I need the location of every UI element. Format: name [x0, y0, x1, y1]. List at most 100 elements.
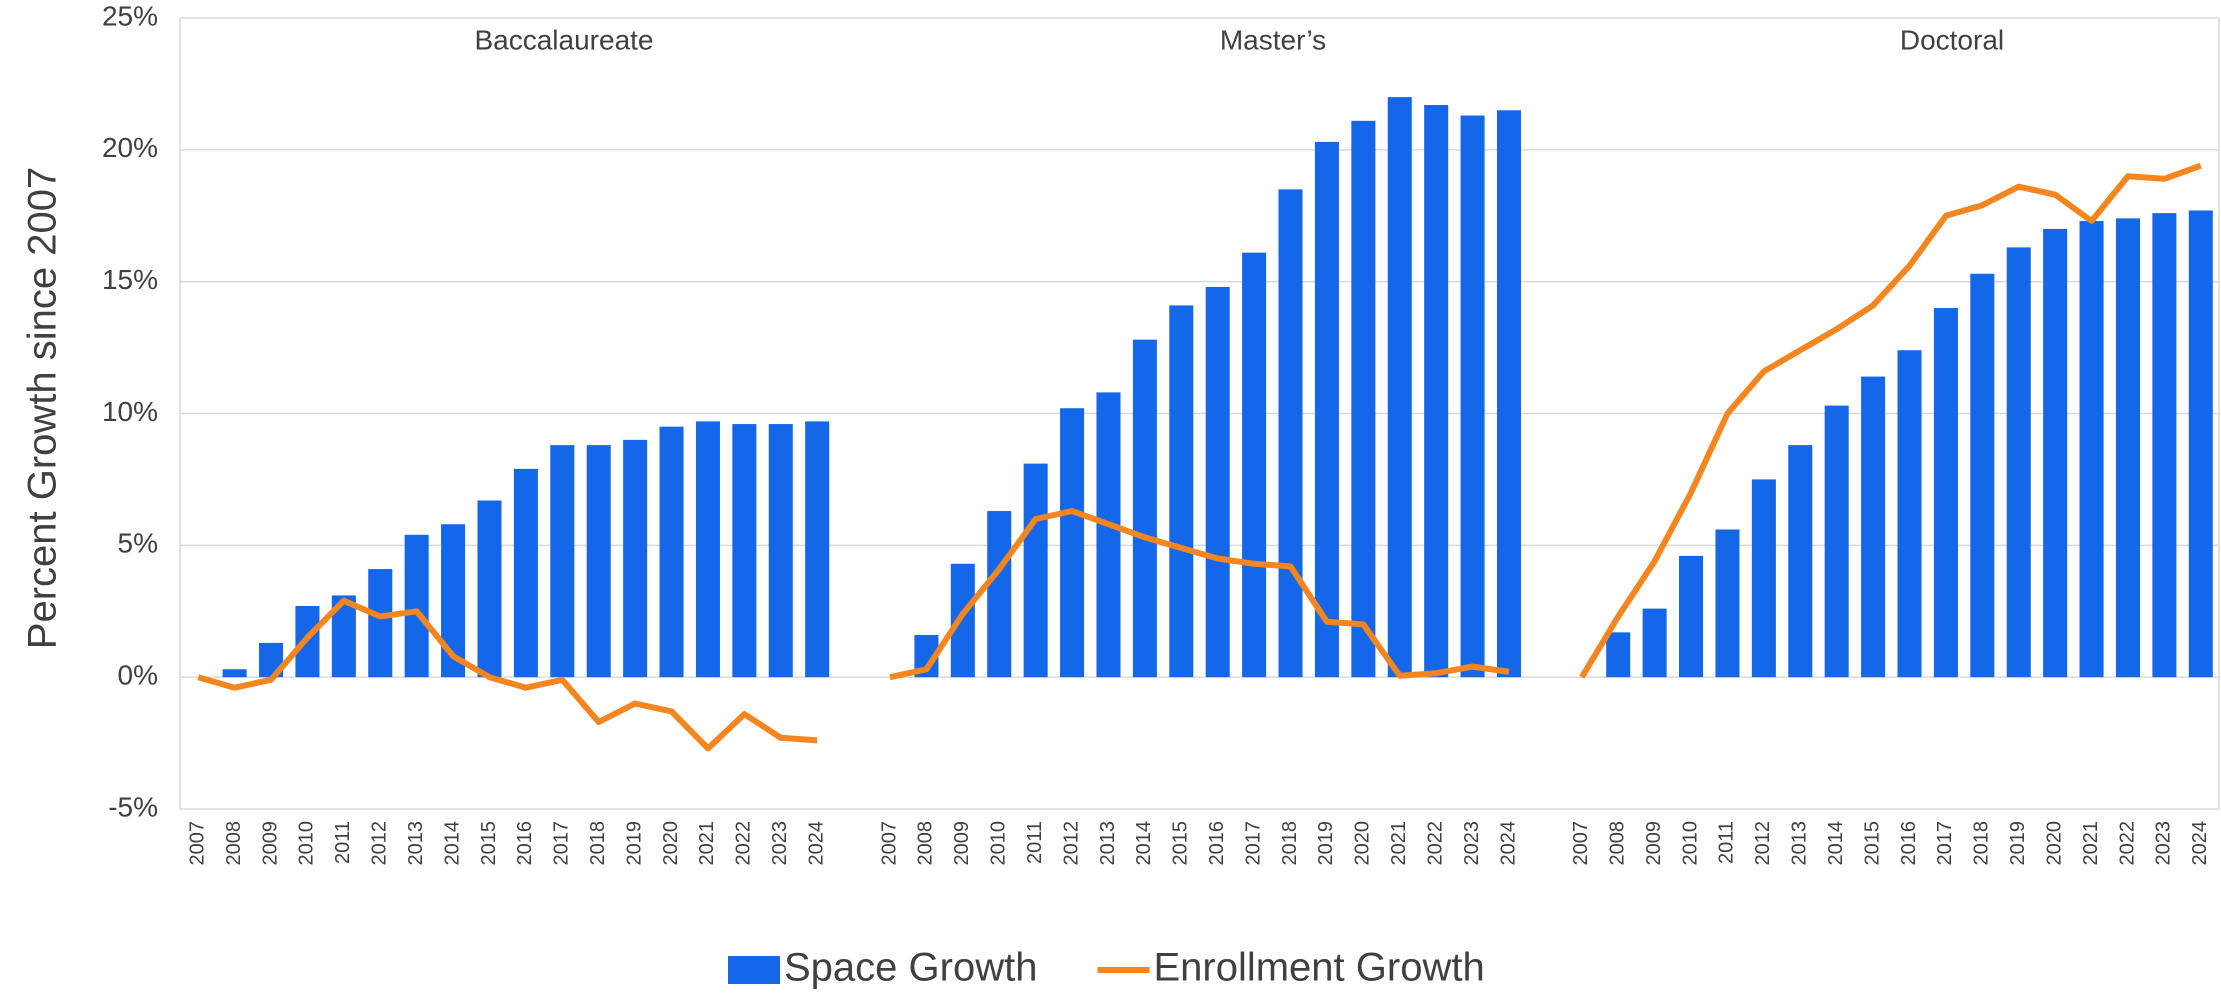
x-tick-label: 2014: [1825, 821, 1847, 866]
x-tick-label: 2007: [186, 821, 208, 866]
x-tick-label: 2022: [2116, 821, 2138, 866]
x-tick-label: 2019: [623, 821, 645, 866]
x-tick-label: 2014: [441, 821, 463, 866]
bar: [1751, 479, 1776, 678]
x-tick-label: 2020: [1352, 821, 1374, 866]
bar: [550, 445, 575, 678]
group-label: Doctoral: [1900, 24, 2004, 55]
x-tick-label: 2022: [1424, 821, 1446, 866]
x-tick-label: 2024: [2189, 821, 2211, 866]
x-tick-label: 2013: [405, 821, 427, 866]
bar: [2152, 213, 2177, 678]
bar: [1278, 189, 1303, 678]
x-tick-label: 2017: [1934, 821, 1956, 866]
bar: [513, 468, 538, 678]
y-tick-label: 25%: [102, 0, 158, 31]
x-tick-label: 2007: [878, 821, 900, 866]
x-tick-label: 2010: [296, 821, 318, 866]
x-tick-label: 2008: [223, 821, 245, 866]
x-tick-label: 2018: [1971, 821, 1993, 866]
bar: [1424, 105, 1449, 678]
bar: [1606, 632, 1631, 678]
y-tick-label: 20%: [102, 132, 158, 163]
bar: [1679, 555, 1704, 678]
bar: [2188, 210, 2213, 678]
x-tick-label: 2024: [1497, 821, 1519, 866]
bar: [1132, 339, 1157, 678]
bar: [1096, 392, 1121, 678]
x-tick-label: 2015: [1861, 821, 1883, 866]
y-axis-label: Percent Growth since 2007: [21, 167, 65, 649]
bar: [1642, 608, 1667, 678]
bar: [1788, 445, 1813, 678]
bar: [2115, 218, 2140, 678]
x-tick-label: 2017: [1242, 821, 1264, 866]
bar: [368, 569, 393, 678]
bar: [1496, 110, 1522, 678]
bar: [477, 500, 502, 678]
bar: [1242, 252, 1267, 678]
x-tick-label: 2022: [733, 821, 755, 866]
x-tick-label: 2009: [259, 821, 281, 866]
x-tick-label: 2015: [478, 821, 500, 866]
bar: [805, 421, 830, 678]
x-tick-label: 2020: [2043, 821, 2065, 866]
y-tick-label: 0%: [118, 660, 158, 691]
bar: [950, 563, 975, 678]
bar: [1351, 120, 1376, 678]
bar: [222, 669, 247, 678]
bar: [2006, 247, 2031, 678]
line: [197, 162, 2202, 752]
bar: [1169, 305, 1194, 678]
bar: [2079, 221, 2104, 678]
x-tick-label: 2016: [514, 821, 536, 866]
y-tick-label: 10%: [102, 396, 158, 427]
x-tick-label: 2024: [805, 821, 827, 866]
x-tick-label: 2016: [1206, 821, 1228, 866]
bar: [1205, 286, 1230, 678]
bar: [1897, 350, 1922, 678]
bar: [404, 534, 429, 678]
bar: [732, 424, 757, 678]
bar: [1314, 141, 1339, 678]
x-tick-label: 2013: [1097, 821, 1119, 866]
x-tick-label: 2023: [2153, 821, 2175, 866]
x-tick-label: 2016: [1898, 821, 1920, 866]
x-tick-label: 2018: [587, 821, 609, 866]
x-tick-label: 2019: [1315, 821, 1337, 866]
x-tick-label: 2023: [769, 821, 791, 866]
x-tick-label: 2012: [1752, 821, 1774, 866]
x-tick-label: 2014: [1133, 821, 1155, 866]
x-tick-label: 2019: [2007, 821, 2029, 866]
group-label: Baccalaureate: [474, 24, 653, 55]
x-tick-label: 2010: [988, 821, 1010, 866]
x-tick-label: 2008: [1607, 821, 1629, 866]
x-tick-label: 2013: [1789, 821, 1811, 866]
legend-label: Space Growth: [784, 946, 1037, 990]
x-tick-label: 2012: [369, 821, 391, 866]
legend-swatch: [728, 956, 780, 984]
x-tick-label: 2023: [1461, 821, 1483, 866]
bar: [1715, 529, 1740, 678]
bar: [768, 424, 793, 678]
bar: [987, 511, 1012, 678]
bar: [1933, 308, 1958, 678]
bar: [623, 439, 648, 678]
y-tick-label: -5%: [108, 791, 158, 822]
y-tick-label: 5%: [118, 528, 158, 559]
bar: [586, 445, 611, 678]
x-tick-label: 2021: [696, 821, 718, 866]
y-tick-label: 15%: [102, 264, 158, 295]
x-tick-label: 2009: [1643, 821, 1665, 866]
legend-label: Enrollment Growth: [1153, 946, 1484, 990]
x-tick-label: 2017: [551, 821, 573, 866]
bar: [1824, 405, 1849, 678]
bar: [1060, 408, 1085, 678]
bar: [2043, 228, 2068, 678]
x-tick-label: 2008: [915, 821, 937, 866]
x-tick-label: 2011: [1024, 821, 1046, 864]
bar: [1970, 273, 1995, 678]
x-tick-label: 2015: [1170, 821, 1192, 866]
x-tick-label: 2007: [1570, 821, 1592, 866]
